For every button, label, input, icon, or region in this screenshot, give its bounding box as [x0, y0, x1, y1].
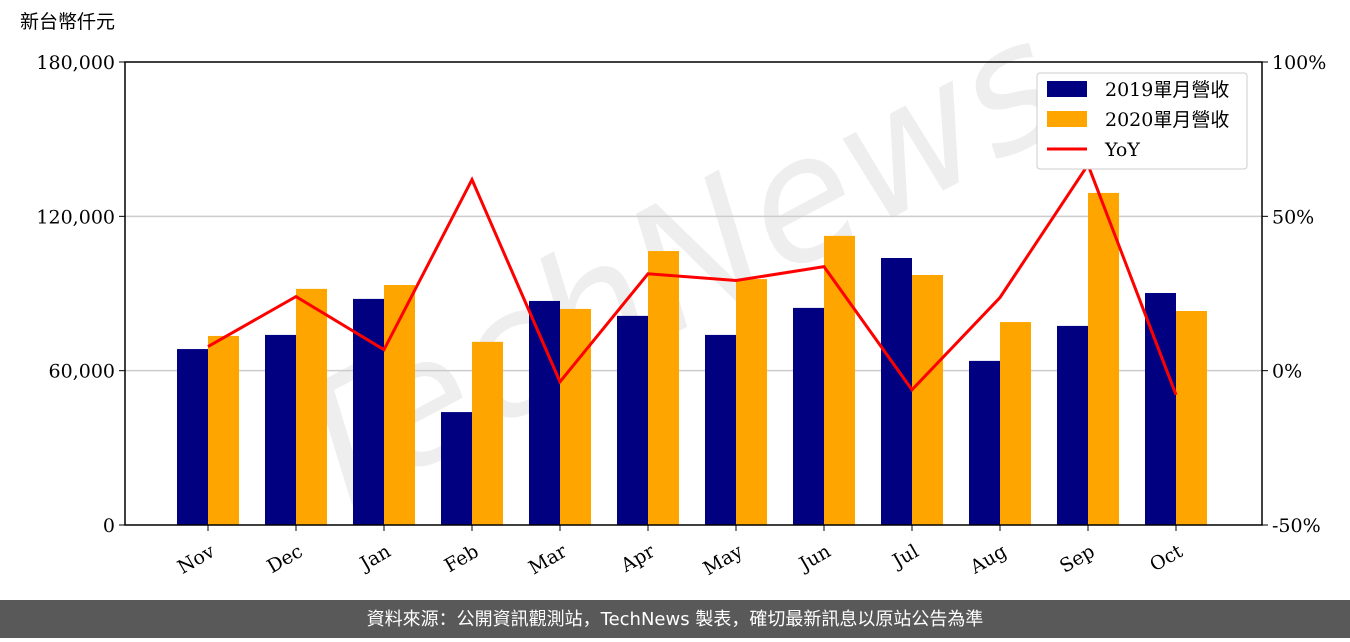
bar — [560, 308, 591, 525]
x-tick-label: Sep — [1056, 540, 1099, 577]
y-tick-label: 180,000 — [36, 52, 115, 74]
x-tick-label: Aug — [966, 540, 1011, 579]
bar — [529, 300, 560, 525]
y-tick-label: 120,000 — [36, 206, 115, 228]
legend-swatch — [1047, 111, 1087, 127]
bar — [617, 315, 648, 525]
x-tick-label: Jul — [887, 540, 922, 573]
bar — [969, 360, 1000, 525]
bar — [793, 307, 824, 525]
x-tick-label: Mar — [525, 540, 571, 579]
bar — [1145, 292, 1176, 525]
bar — [736, 279, 767, 525]
legend-box — [1036, 72, 1248, 170]
bar — [265, 334, 296, 525]
x-tick-label: May — [700, 540, 747, 580]
x-tick-label: Oct — [1146, 540, 1187, 576]
line-series — [207, 161, 1178, 396]
y-tick-label: 0 — [103, 515, 115, 537]
bar — [472, 341, 503, 525]
bar — [177, 349, 208, 525]
bar — [384, 285, 415, 525]
y-tick-label: 60,000 — [49, 361, 115, 383]
x-tick-label: Jun — [794, 540, 835, 576]
x-tick-label: Apr — [616, 540, 659, 577]
bar — [824, 235, 855, 526]
bar — [648, 251, 679, 525]
y-axis-title: 新台幣仟元 — [20, 11, 115, 33]
bar — [705, 334, 736, 525]
y2-tick-label: -50% — [1272, 515, 1321, 537]
legend-label: YoY — [1104, 139, 1140, 161]
bar — [1057, 325, 1088, 525]
bar — [1000, 322, 1031, 525]
bar — [353, 298, 384, 525]
y2-tick-label: 50% — [1272, 206, 1314, 228]
x-tick-label: Nov — [174, 540, 219, 579]
bar — [912, 274, 943, 525]
legend-swatch — [1047, 81, 1087, 97]
legend: 2019單月營收 2020單月營收 YoY — [1036, 72, 1248, 170]
y2-tick-label: 0% — [1272, 361, 1302, 383]
legend-label: 2020單月營收 — [1105, 109, 1229, 131]
bar — [881, 258, 912, 525]
bar — [296, 288, 327, 525]
bar — [441, 412, 472, 525]
legend-label: 2019單月營收 — [1105, 79, 1229, 101]
x-tick-label: Feb — [441, 540, 483, 577]
plot-frame — [124, 61, 1263, 526]
y2-tick-label: 100% — [1272, 52, 1326, 74]
x-tick-label: Dec — [263, 540, 306, 578]
bar — [1176, 310, 1207, 525]
source-note: 資料來源：公開資訊觀測站，TechNews 製表，確切最新訊息以原站公告為準 — [367, 609, 984, 630]
bar — [208, 335, 239, 525]
footer-band — [0, 600, 1350, 638]
bar — [1088, 192, 1119, 525]
